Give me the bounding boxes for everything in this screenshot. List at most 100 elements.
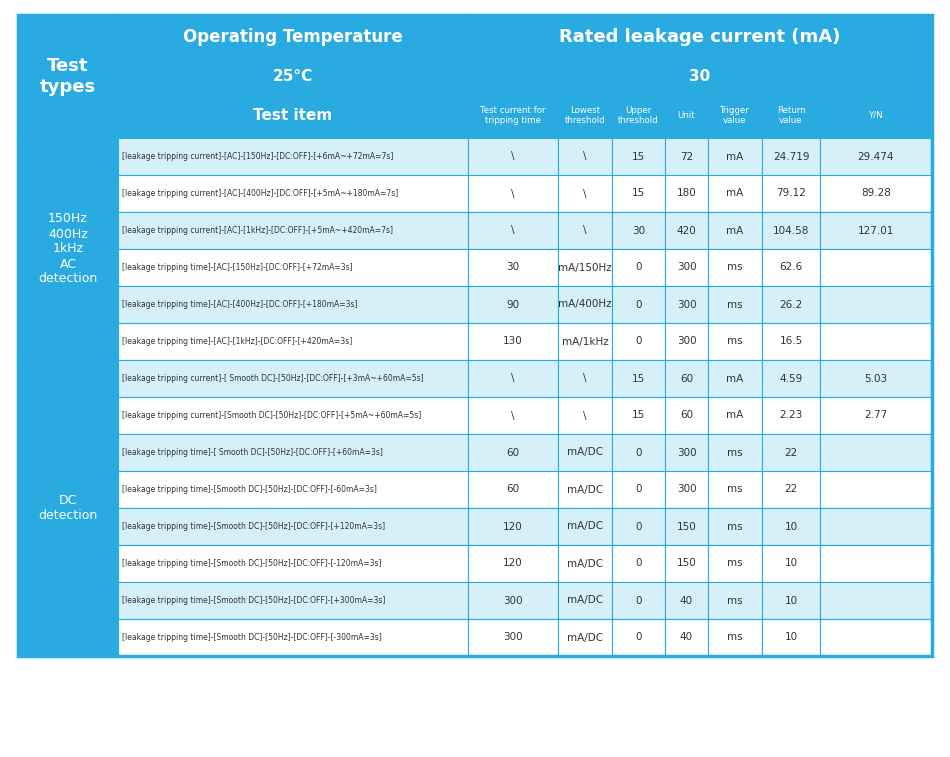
Text: 22: 22 (785, 484, 798, 494)
Bar (820, 175, 932, 212)
Bar (558, 360, 612, 397)
Text: 0: 0 (636, 484, 642, 494)
Bar (665, 619, 708, 656)
Text: [leakage tripping time]-[AC]-[1kHz]-[DC:OFF]-[+420mA=3s]: [leakage tripping time]-[AC]-[1kHz]-[DC:… (122, 337, 352, 346)
Text: 300: 300 (676, 263, 696, 273)
Bar (558, 93, 612, 138)
Text: Test current for
tripping time: Test current for tripping time (481, 106, 545, 125)
Text: ms: ms (727, 300, 743, 310)
Text: Test item: Test item (254, 108, 332, 123)
Text: 120: 120 (504, 559, 522, 569)
Bar (118, 471, 468, 508)
Bar (558, 397, 612, 434)
Bar (762, 93, 820, 138)
Text: 10: 10 (785, 559, 798, 569)
Text: mA/DC: mA/DC (567, 522, 603, 531)
Bar (762, 434, 820, 471)
Text: 130: 130 (504, 337, 522, 347)
Text: 15: 15 (632, 188, 645, 198)
Bar (762, 545, 820, 582)
Text: \: \ (511, 151, 515, 161)
Text: 22: 22 (785, 447, 798, 457)
Bar (118, 397, 468, 434)
Bar (820, 582, 932, 619)
Text: 89.28: 89.28 (861, 188, 891, 198)
Text: \: \ (583, 151, 587, 161)
Text: 300: 300 (676, 447, 696, 457)
Text: 300: 300 (504, 596, 522, 606)
Text: 300: 300 (676, 484, 696, 494)
Bar (665, 360, 708, 397)
Bar (820, 138, 932, 175)
Text: 0: 0 (636, 300, 642, 310)
Bar (708, 212, 762, 249)
Text: 60: 60 (680, 373, 694, 384)
Bar (665, 545, 708, 582)
Bar (558, 434, 612, 471)
Text: mA: mA (727, 151, 744, 161)
Bar (118, 323, 468, 360)
Bar (762, 508, 820, 545)
Text: ms: ms (727, 633, 743, 643)
Bar (118, 212, 468, 249)
Bar (468, 434, 558, 471)
Text: 15: 15 (632, 410, 645, 420)
Bar (820, 508, 932, 545)
Text: 300: 300 (676, 300, 696, 310)
Bar (708, 93, 762, 138)
Bar (118, 545, 468, 582)
Text: 150: 150 (676, 559, 696, 569)
Text: 2.23: 2.23 (779, 410, 803, 420)
Bar (762, 619, 820, 656)
Text: 180: 180 (676, 188, 696, 198)
Text: mA/DC: mA/DC (567, 596, 603, 606)
Text: 30: 30 (506, 263, 520, 273)
Bar (665, 434, 708, 471)
Bar (468, 93, 558, 138)
Text: ms: ms (727, 447, 743, 457)
Bar (118, 434, 468, 471)
Text: 0: 0 (636, 337, 642, 347)
Bar (558, 323, 612, 360)
Bar (118, 508, 468, 545)
Bar (708, 138, 762, 175)
Bar (708, 249, 762, 286)
Bar (708, 545, 762, 582)
Bar (762, 249, 820, 286)
Text: [leakage tripping time]-[AC]-[150Hz]-[DC:OFF]-[+72mA=3s]: [leakage tripping time]-[AC]-[150Hz]-[DC… (122, 263, 352, 272)
Bar (612, 360, 665, 397)
Bar (558, 138, 612, 175)
Bar (558, 175, 612, 212)
Bar (118, 15, 468, 60)
Text: mA: mA (727, 188, 744, 198)
Bar (762, 582, 820, 619)
Text: 40: 40 (680, 633, 694, 643)
Bar (612, 508, 665, 545)
Text: 60: 60 (680, 410, 694, 420)
Bar (612, 138, 665, 175)
Bar (708, 286, 762, 323)
Bar (665, 397, 708, 434)
Text: 15: 15 (632, 151, 645, 161)
Bar (612, 545, 665, 582)
Bar (820, 545, 932, 582)
Text: ms: ms (727, 484, 743, 494)
Bar (820, 286, 932, 323)
Text: 104.58: 104.58 (772, 226, 809, 235)
Text: [leakage tripping current]-[Smooth DC]-[50Hz]-[DC:OFF]-[+5mA~+60mA=5s]: [leakage tripping current]-[Smooth DC]-[… (122, 411, 421, 420)
Bar (468, 619, 558, 656)
Bar (665, 175, 708, 212)
Bar (708, 582, 762, 619)
Bar (820, 212, 932, 249)
Bar (468, 15, 932, 60)
Bar (665, 508, 708, 545)
Bar (820, 323, 932, 360)
Text: 4.59: 4.59 (779, 373, 803, 384)
Text: 10: 10 (785, 633, 798, 643)
Bar (558, 619, 612, 656)
Bar (18, 15, 932, 656)
Text: mA: mA (727, 410, 744, 420)
Text: \: \ (583, 373, 587, 384)
Text: [leakage tripping current]-[AC]-[150Hz]-[DC:OFF]-[+6mA~+72mA=7s]: [leakage tripping current]-[AC]-[150Hz]-… (122, 152, 393, 161)
Text: Operating Temperature: Operating Temperature (183, 29, 403, 46)
